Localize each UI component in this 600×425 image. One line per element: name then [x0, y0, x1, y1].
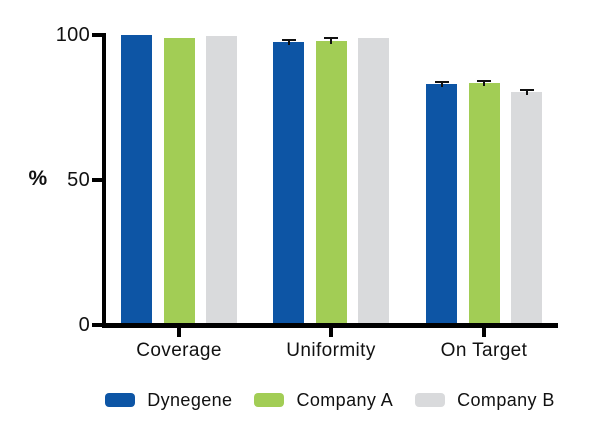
legend-label: Dynegene [147, 389, 233, 410]
x-category-label: Coverage [136, 340, 222, 361]
legend-swatch [415, 393, 446, 407]
y-axis-label: % [28, 167, 48, 190]
error-bar-cap [477, 79, 491, 82]
x-axis-line [102, 323, 558, 328]
legend: Dynegene Company A Company B [60, 386, 600, 414]
legend-item-dynegene: Dynegene [105, 390, 232, 411]
legend-item-company-b: Company B [415, 390, 555, 411]
x-tick-mark [177, 328, 181, 337]
bar-company-a [163, 37, 195, 323]
bar-company-a [315, 40, 347, 323]
y-tick-label: 0 [78, 314, 90, 336]
error-bar-cap [434, 80, 449, 83]
bar-company-b [358, 37, 389, 323]
y-tick-mark [92, 323, 103, 327]
error-bar-stem [483, 80, 485, 86]
x-tick-mark [329, 328, 333, 337]
error-bar-stem [287, 39, 290, 46]
legend-swatch [105, 393, 136, 407]
legend-swatch [254, 393, 285, 407]
bar-dynegene [121, 35, 152, 323]
bar-company-a [468, 82, 500, 323]
x-tick-mark [482, 328, 486, 337]
x-category-label: On Target [440, 340, 528, 361]
x-category-label: Uniformity [286, 340, 376, 361]
y-tick-label: 50 [67, 169, 90, 191]
bar-company-b [511, 91, 542, 323]
y-tick-mark [92, 178, 103, 182]
bar-dynegene [273, 42, 304, 323]
error-bar-cap [324, 37, 338, 40]
error-bar-stem [330, 38, 332, 44]
bar-dynegene [426, 84, 457, 323]
error-bar-stem [525, 89, 528, 95]
bar-company-b [206, 36, 237, 323]
error-bar-stem [440, 81, 443, 88]
error-bar-cap [519, 88, 534, 91]
y-axis-line [102, 33, 106, 328]
legend-label: Company A [296, 389, 394, 410]
legend-label: Company B [457, 389, 555, 410]
y-tick-label: 100 [55, 24, 90, 46]
error-bar-cap [281, 38, 296, 41]
y-tick-mark [92, 33, 103, 37]
legend-item-company-a: Company A [254, 390, 393, 411]
